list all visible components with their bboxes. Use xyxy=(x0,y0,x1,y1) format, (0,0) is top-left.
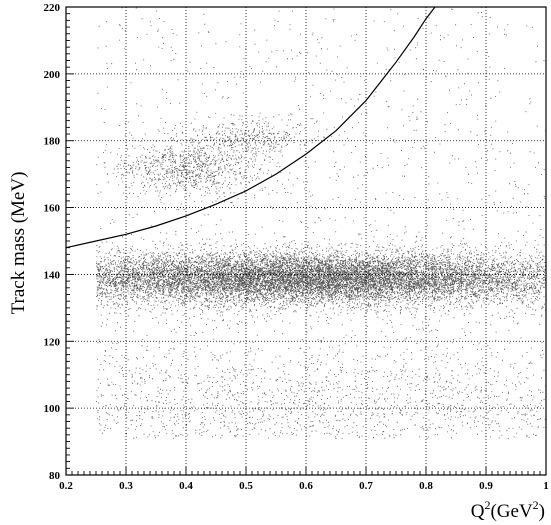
x-tick-labels: 0.2 0.3 0.4 0.5 0.6 0.7 0.8 0.9 1 xyxy=(59,480,549,492)
y-tick-label: 80 xyxy=(49,470,61,482)
x-tick-label: 0.8 xyxy=(419,480,433,492)
x-tick-label: 0.2 xyxy=(59,480,73,492)
x-tick-label: 1 xyxy=(543,480,549,492)
y-tick-label: 200 xyxy=(44,69,61,81)
y-tick-label: 180 xyxy=(44,136,61,148)
grid-lines xyxy=(66,7,546,475)
x-axis-title-sup1: 2 xyxy=(484,498,490,512)
axis-ticks xyxy=(65,6,547,476)
y-tick-label: 160 xyxy=(44,203,61,215)
x-axis-title-end: ) xyxy=(539,501,545,522)
x-tick-label: 0.6 xyxy=(299,480,313,492)
y-tick-label: 220 xyxy=(44,2,61,14)
x-axis-title-base: Q xyxy=(471,501,485,522)
x-tick-label: 0.7 xyxy=(359,480,373,492)
x-tick-label: 0.5 xyxy=(239,480,253,492)
x-tick-label: 0.3 xyxy=(119,480,133,492)
y-tick-label: 120 xyxy=(44,336,61,348)
y-tick-label: 140 xyxy=(44,269,61,281)
x-tick-label: 0.9 xyxy=(479,480,493,492)
y-tick-label: 100 xyxy=(44,403,61,415)
x-axis-title-sup2: 2 xyxy=(533,498,539,512)
x-axis-title: Q2(GeV2) xyxy=(471,498,545,522)
y-tick-labels: 80 100 120 140 160 180 200 220 xyxy=(44,2,61,482)
x-axis-title-mid: (GeV xyxy=(490,501,532,522)
cut-curve xyxy=(65,6,436,249)
x-tick-label: 0.4 xyxy=(179,480,193,492)
y-axis-title: Track mass (MeV) xyxy=(8,172,29,315)
